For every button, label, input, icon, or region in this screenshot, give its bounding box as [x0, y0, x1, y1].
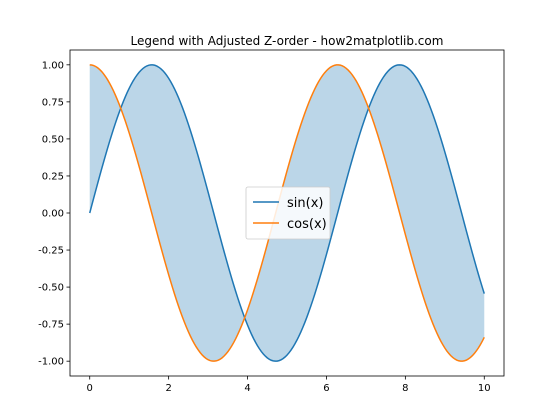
y-tick-label: 1.00: [42, 60, 64, 71]
x-tick-label: 10: [478, 383, 491, 394]
y-tick-label: -1.00: [38, 357, 64, 368]
x-tick-label: 4: [244, 383, 250, 394]
series-line-sin: [89, 64, 485, 362]
series-lines-layer: [89, 64, 485, 362]
y-tick-label: 0.75: [42, 97, 64, 108]
chart-title: Legend with Adjusted Z-order - how2matpl…: [131, 34, 444, 48]
y-tick-label: 0.00: [42, 209, 64, 220]
x-tick-label: 6: [323, 383, 329, 394]
series-line-cos: [89, 64, 485, 362]
x-tick-label: 0: [87, 383, 93, 394]
y-tick-label: -0.25: [38, 246, 64, 257]
legend-label-cos: cos(x): [287, 217, 327, 232]
y-tick-label: -0.75: [38, 320, 64, 331]
x-tick-label: 2: [165, 383, 171, 394]
y-tick-label: 0.25: [42, 171, 64, 182]
legend: sin(x) cos(x): [245, 186, 331, 240]
x-tick-label: 8: [402, 383, 408, 394]
y-axis-ticks: 1.00 0.75 0.50 0.25 0.00 -0.25 -0.50 -0.75 -1.00: [38, 60, 70, 368]
legend-label-sin: sin(x): [287, 196, 323, 211]
legend-box: [245, 186, 331, 240]
y-tick-label: 0.50: [42, 134, 64, 145]
x-axis-ticks: 0 2 4 6 8 10: [87, 376, 491, 394]
y-tick-label: -0.50: [38, 283, 64, 294]
